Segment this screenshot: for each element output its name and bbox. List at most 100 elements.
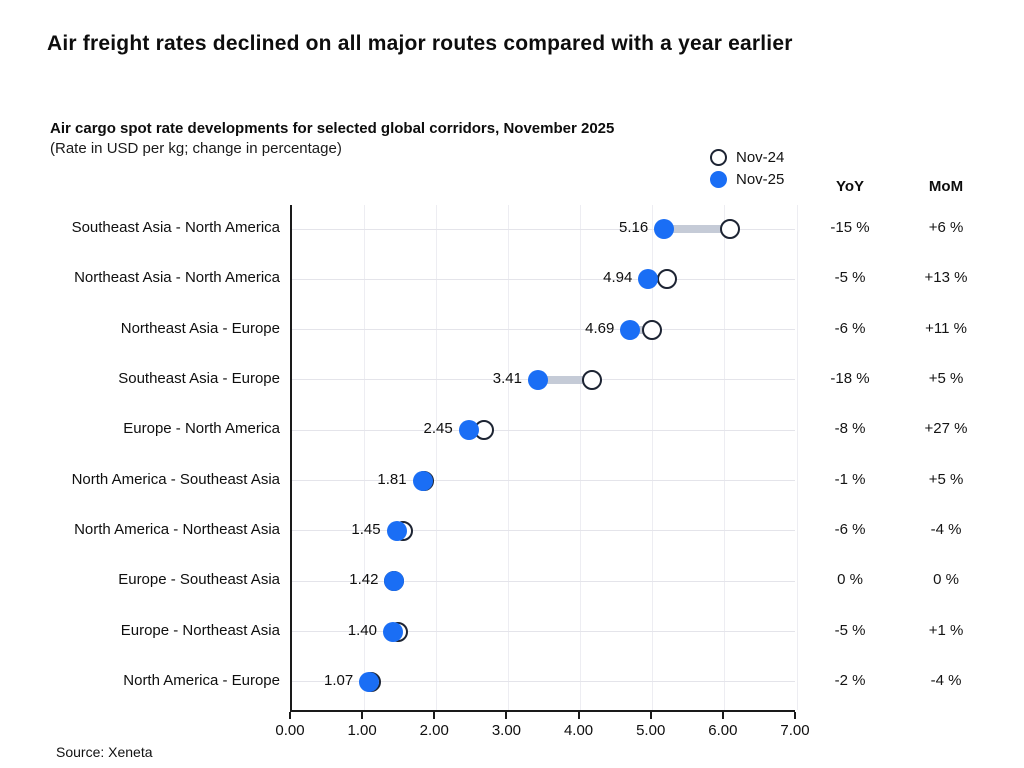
- yoy-value: 0 %: [837, 571, 863, 589]
- plot-area: [290, 205, 798, 712]
- route-label: North America - Southeast Asia: [71, 470, 280, 488]
- x-axis-tick: [649, 712, 652, 719]
- mom-value: +27 %: [924, 420, 968, 438]
- connector-bar: [664, 225, 730, 233]
- mom-value: +1 %: [928, 621, 964, 639]
- yoy-value: -15 %: [830, 219, 870, 236]
- x-axis-tick: [577, 712, 580, 719]
- mom-value: -4 %: [930, 520, 962, 538]
- nov25-dot: [412, 470, 433, 491]
- x-axis-tick: [794, 712, 796, 719]
- nov25-dot: [386, 520, 407, 541]
- legend-item-nov24: Nov-24: [710, 146, 820, 168]
- rate-value-label: 1.40: [347, 621, 377, 639]
- rate-value-label: 1.07: [323, 671, 354, 689]
- yoy-column-header: YoY: [835, 178, 865, 195]
- source-note: Source: Xeneta: [56, 744, 153, 760]
- yoy-value: -1 %: [834, 470, 866, 488]
- connector-bar: [538, 375, 593, 384]
- vertical-gridline: [435, 205, 437, 710]
- vertical-gridline: [724, 205, 726, 710]
- legend-label: Nov-25: [736, 170, 785, 188]
- x-axis-tick-label: 0.00: [275, 722, 305, 739]
- vertical-gridline: [507, 205, 509, 710]
- vertical-gridline: [580, 205, 582, 710]
- mom-value: +13 %: [924, 269, 968, 287]
- x-axis-tick-label: 1.00: [347, 722, 377, 739]
- nov25-dot: [620, 319, 641, 340]
- x-axis-tick: [361, 712, 364, 719]
- vertical-gridline: [652, 205, 654, 710]
- route-label: North America - Northeast Asia: [74, 520, 280, 538]
- row-gridline: [292, 580, 795, 582]
- x-axis-tick-label: 5.00: [636, 722, 666, 739]
- yoy-value: -6 %: [834, 520, 866, 538]
- nov24-dot: [641, 319, 662, 340]
- yoy-value: -2 %: [834, 671, 866, 689]
- nov25-dot: [654, 219, 675, 239]
- nov25-dot: [384, 571, 405, 592]
- yoy-value: -8 %: [834, 420, 866, 438]
- legend: Nov-24 Nov-25: [710, 146, 820, 190]
- row-gridline: [292, 429, 795, 431]
- x-axis-tick-label: 3.00: [491, 722, 522, 739]
- yoy-value: -18 %: [830, 369, 870, 387]
- mom-value: +5 %: [928, 369, 964, 387]
- row-gridline: [292, 228, 795, 230]
- yoy-value: -6 %: [834, 319, 866, 337]
- route-label: Northeast Asia - North America: [74, 269, 280, 287]
- rate-value-label: 1.45: [351, 520, 381, 538]
- x-axis-tick-label: 6.00: [708, 722, 738, 739]
- yoy-value: -5 %: [834, 269, 866, 287]
- filled-circle-icon: [710, 170, 727, 188]
- chart-unit-note: (Rate in USD per kg; change in percentag…: [50, 140, 342, 157]
- x-axis-tick: [289, 712, 291, 719]
- vertical-gridline: [796, 205, 798, 710]
- row-gridline: [292, 530, 795, 532]
- nov25-dot: [383, 621, 403, 642]
- row-gridline: [292, 278, 795, 280]
- rate-value-label: 4.94: [603, 269, 633, 287]
- row-gridline: [292, 480, 795, 482]
- chart-subtitle: Air cargo spot rate developments for sel…: [50, 120, 615, 137]
- mom-column-header: MoM: [928, 178, 964, 195]
- nov25-dot: [359, 671, 380, 692]
- nov24-dot: [719, 219, 740, 239]
- mom-value: +5 %: [928, 470, 964, 488]
- x-axis-tick: [505, 712, 508, 719]
- route-label: Southeast Asia - North America: [71, 219, 280, 236]
- rate-value-label: 5.16: [619, 219, 649, 236]
- legend-label: Nov-24: [736, 148, 785, 166]
- mom-value: +11 %: [925, 319, 967, 337]
- mom-value: +6 %: [928, 219, 964, 236]
- x-axis-tick-label: 4.00: [563, 722, 594, 739]
- connector-bar: [630, 325, 652, 334]
- yoy-value: -5 %: [834, 621, 866, 639]
- x-axis-tick-label: 7.00: [780, 722, 810, 739]
- legend-item-nov25: Nov-25: [710, 168, 820, 190]
- x-axis-tick: [433, 712, 436, 719]
- open-circle-icon: [710, 148, 727, 166]
- nov25-dot: [528, 369, 548, 390]
- rate-value-label: 1.81: [377, 470, 407, 488]
- nov25-dot: [638, 269, 659, 290]
- route-label: Europe - North America: [123, 420, 280, 438]
- route-label: North America - Europe: [123, 671, 280, 689]
- route-label: Northeast Asia - Europe: [120, 319, 280, 337]
- mom-value: 0 %: [933, 571, 959, 589]
- nov24-dot: [582, 369, 603, 390]
- x-axis-tick: [721, 712, 724, 719]
- route-label: Europe - Southeast Asia: [118, 571, 280, 589]
- row-gridline: [292, 329, 795, 331]
- nov25-dot: [458, 420, 479, 441]
- vertical-gridline: [363, 205, 365, 710]
- route-label: Southeast Asia - Europe: [118, 369, 280, 387]
- nov24-dot: [657, 269, 678, 290]
- route-label: Europe - Northeast Asia: [120, 621, 280, 639]
- row-gridline: [292, 681, 795, 683]
- rate-value-label: 4.69: [585, 319, 615, 337]
- rate-value-label: 2.45: [423, 420, 453, 438]
- rate-value-label: 1.42: [349, 571, 379, 589]
- mom-value: -4 %: [930, 671, 962, 689]
